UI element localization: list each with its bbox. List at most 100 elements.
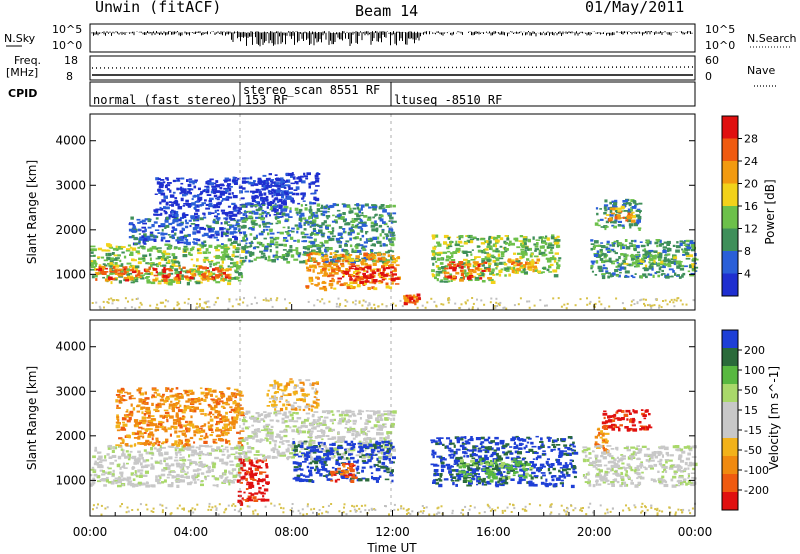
echo-cell [211,185,216,188]
ground-scatter-cell [162,301,164,304]
ground-scatter-cell [643,302,645,305]
echo-cell [627,208,631,212]
echo-cell [182,254,188,258]
echo-cell [220,392,225,395]
ground-scatter-cell [92,504,95,507]
echo-cell [158,225,161,228]
echo-cell [161,446,166,449]
echo-cell [194,179,198,182]
ground-scatter-cell [173,307,176,310]
echo-cell [309,279,312,283]
echo-cell [314,177,320,180]
echo-cell [631,206,637,209]
echo-cell [265,198,269,202]
echo-cell [468,279,473,282]
ground-scatter-cell [672,301,675,304]
echo-cell [375,229,379,233]
echo-cell [278,243,284,247]
echo-cell [178,439,181,441]
echo-cell [391,261,397,264]
echo-cell [211,468,214,472]
echo-cell [331,235,336,238]
echo-cell [615,258,619,262]
echo-cell [161,468,166,472]
echo-cell [556,262,559,265]
echo-cell [645,275,648,279]
echo-cell [283,454,287,457]
echo-cell [238,272,243,276]
echo-cell [464,274,468,278]
echo-cell [332,203,337,206]
ground-scatter-cell [654,508,657,511]
echo-cell [356,249,362,253]
echo-cell [150,281,156,285]
echo-cell [299,214,305,217]
echo-cell [186,439,191,442]
echo-cell [126,409,129,413]
echo-cell [267,232,270,236]
echo-cell [314,191,317,195]
echo-cell [320,270,323,274]
echo-cell [311,224,315,227]
echo-cell [383,244,388,247]
echo-cell [604,209,608,212]
echo-cell [391,250,395,253]
echo-cell [98,267,102,271]
echo-cell [603,206,607,210]
echo-cell [227,196,233,199]
echo-cell [187,278,190,282]
echo-cell [487,262,492,265]
echo-cell [121,417,127,421]
echo-cell [355,259,359,262]
nave-tick-bottom: 0 [705,70,712,83]
echo-cell [163,280,168,284]
ground-scatter-cell [615,297,618,300]
echo-cell [167,473,172,476]
echo-cell [362,245,368,248]
echo-cell [171,406,175,410]
echo-cell [596,250,600,253]
echo-cell [249,244,253,247]
echo-cell [606,251,611,253]
echo-cell [217,412,221,415]
echo-cell [243,459,246,462]
echo-cell [622,259,626,263]
echo-cell [373,223,378,227]
echo-cell [198,275,204,277]
echo-cell [349,409,352,414]
echo-cell [256,465,261,469]
echo-cell [518,240,523,242]
echo-cell [307,223,310,226]
echo-cell [182,212,186,215]
echo-cell [613,225,617,229]
echo-cell [416,293,421,297]
echo-cell [360,276,365,278]
echo-cell [220,279,224,282]
echo-cell [260,252,266,255]
echo-cell [248,259,251,263]
echo-cell [200,391,205,395]
echo-cell [267,244,272,248]
echo-cell [622,246,625,249]
echo-cell [108,444,113,448]
echo-cell [197,249,200,252]
echo-cell [195,238,201,242]
echo-cell [280,185,286,188]
ground-scatter-cell [419,510,422,513]
echo-cell [640,275,643,279]
echo-cell [648,249,654,252]
echo-cell [174,479,179,481]
echo-cell [228,211,234,214]
echo-cell [324,259,329,263]
echo-cell [166,188,170,191]
echo-cell [679,267,685,271]
echo-cell [236,265,242,269]
echo-cell [168,406,171,410]
echo-cell [216,244,222,248]
echo-cell [281,254,287,257]
echo-cell [138,400,142,403]
ground-scatter-cell [224,508,227,511]
echo-cell [230,241,234,245]
echo-cell [315,173,321,175]
echo-cell [128,265,132,268]
